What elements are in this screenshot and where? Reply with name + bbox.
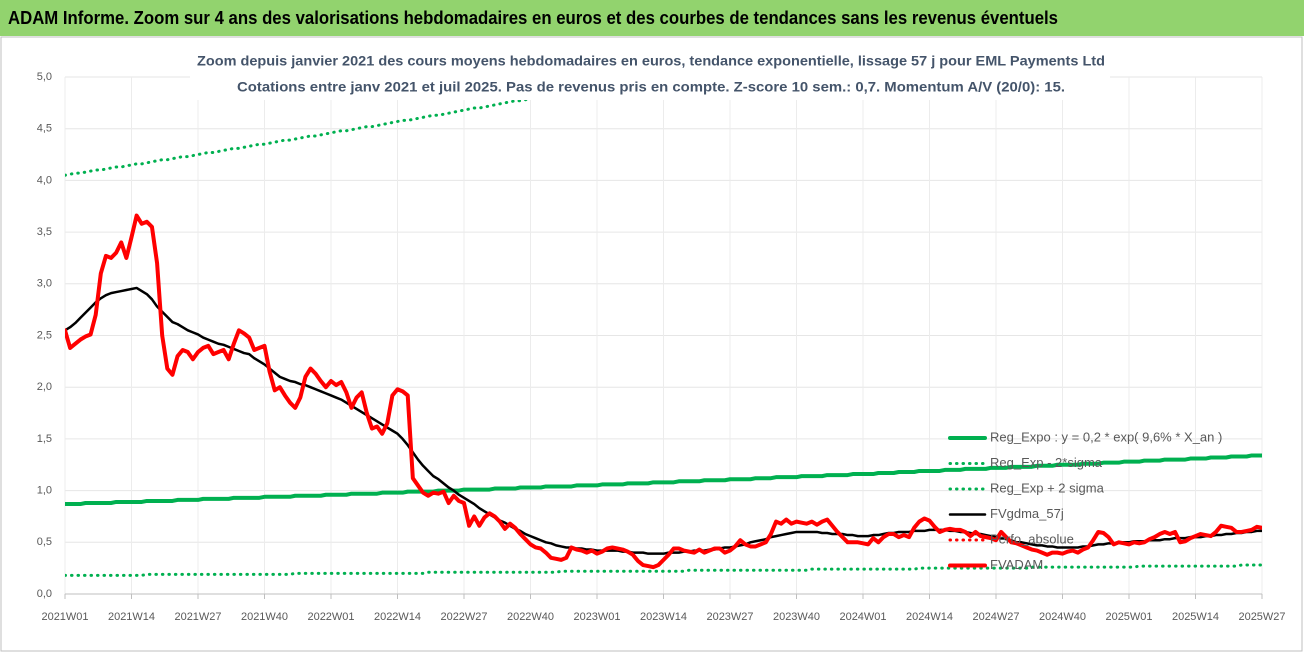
x-tick-label: 2021W14	[108, 611, 155, 623]
axes: 0,0 0,5 1,0 1,5 2,0 2,5 3,0 3,5 4,0 4,5 5,0 2021W01…	[37, 71, 1286, 623]
x-tick-label: 2022W27	[440, 611, 487, 623]
legend-label: Perfo_absolue	[990, 531, 1074, 546]
x-tick-label: 2024W40	[1039, 611, 1086, 623]
y-tick-label: 2,5	[37, 329, 52, 341]
x-tick-label: 2024W01	[839, 611, 886, 623]
x-tick-label: 2025W14	[1172, 611, 1219, 623]
series-line	[65, 563, 1262, 577]
x-tick-label: 2023W14	[640, 611, 687, 623]
banner	[0, 0, 1304, 36]
x-tick-label: 2023W27	[706, 611, 753, 623]
y-tick-label: 0,5	[37, 536, 52, 548]
series-line	[65, 77, 656, 177]
subtitle-line: Cotations entre janv 2021 et juil 2025. …	[237, 79, 1065, 95]
y-tick-label: 4,5	[37, 123, 52, 135]
x-tick-label: 2021W01	[41, 611, 88, 623]
x-tick-label: 2024W27	[972, 611, 1019, 623]
x-tick-label: 2025W27	[1238, 611, 1285, 623]
y-tick-label: 1,5	[37, 433, 52, 445]
y-tick-label: 0,0	[37, 588, 52, 600]
plot-area	[65, 77, 1262, 577]
y-tick-label: 4,0	[37, 174, 52, 186]
x-tick-label: 2022W14	[374, 611, 421, 623]
legend-label: Reg_Exp + 2 sigma	[990, 480, 1105, 495]
y-tick-label: 3,0	[37, 278, 52, 290]
x-tick-label: 2022W01	[307, 611, 354, 623]
x-tick-label: 2024W14	[906, 611, 953, 623]
legend-label: FVADAM	[990, 557, 1043, 572]
x-tick-label: 2025W01	[1105, 611, 1152, 623]
x-tick-label: 2022W40	[507, 611, 554, 623]
legend: Reg_Expo : y = 0,2 * exp( 9,6% * X_an ) R…	[948, 429, 1222, 572]
series-line	[65, 453, 1262, 507]
y-tick-label: 2,0	[37, 381, 52, 393]
subtitle-box	[190, 44, 1110, 100]
x-tick-label: 2023W40	[773, 611, 820, 623]
x-tick-label: 2021W40	[241, 611, 288, 623]
banner-title: ADAM Informe. Zoom sur 4 ans des valoris…	[8, 8, 1058, 28]
legend-label: Reg_Exp - 2*sigma	[990, 455, 1103, 470]
y-tick-label: 5,0	[37, 71, 52, 83]
series-line	[65, 213, 1262, 570]
legend-label: FVgdma_57j	[990, 506, 1064, 521]
series-line	[65, 286, 1262, 555]
x-tick-label: 2023W01	[573, 611, 620, 623]
y-tick-label: 3,5	[37, 226, 52, 238]
x-tick-label: 2021W27	[174, 611, 221, 623]
legend-label: Reg_Expo : y = 0,2 * exp( 9,6% * X_an )	[990, 429, 1222, 444]
y-tick-label: 1,0	[37, 485, 52, 497]
subtitle-line: Zoom depuis janvier 2021 des cours moyen…	[197, 53, 1105, 69]
